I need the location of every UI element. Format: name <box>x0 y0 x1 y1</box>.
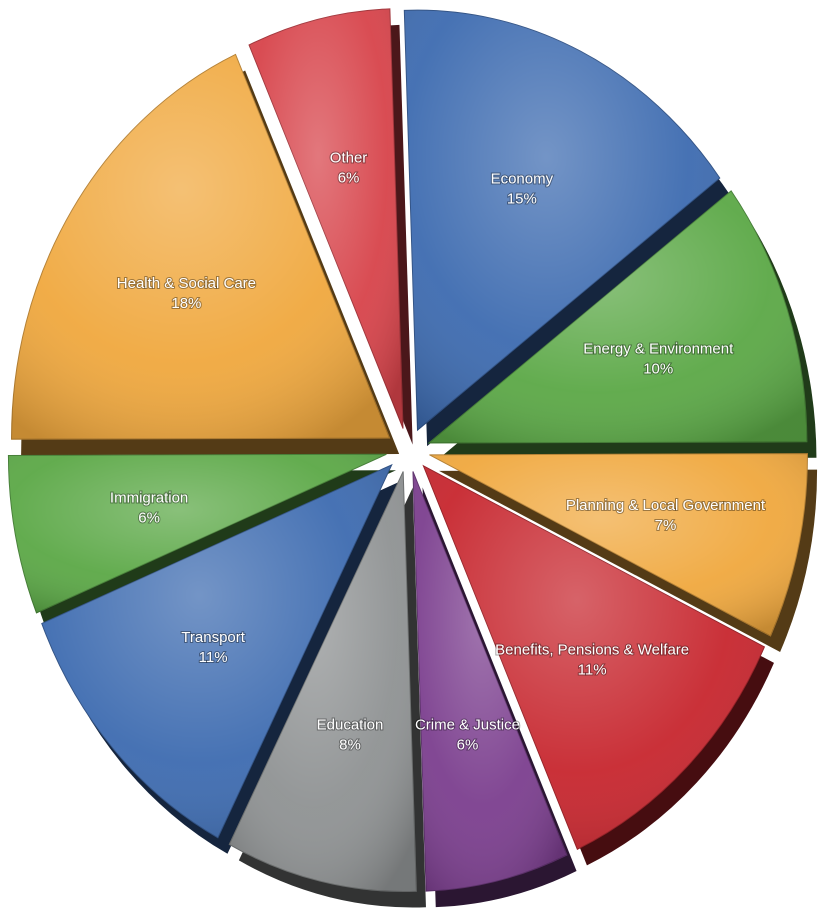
slice-label-transport: Transport <box>181 629 245 646</box>
slice-value-economy: 15% <box>507 191 537 208</box>
slice-value-benefits-pensions-and-welfare: 11% <box>578 661 607 678</box>
slice-label-energy-and-environment: Energy & Environment <box>583 341 734 358</box>
slice-value-other: 6% <box>338 170 360 187</box>
slice-highlight-health-and-social-care <box>11 54 390 440</box>
slice-label-health-and-social-care: Health & Social Care <box>117 275 256 292</box>
slice-label-economy: Economy <box>491 171 554 188</box>
slice-highlight-benefits-pensions-and-welfare <box>423 465 765 850</box>
slice-value-immigration: 6% <box>138 509 160 526</box>
slice-label-education: Education <box>317 717 384 734</box>
slice-highlight-crime-and-justice <box>412 471 567 892</box>
slice-highlight-education <box>229 471 417 892</box>
pie-slices <box>7 8 818 908</box>
pie-labels: Economy 15% Energy & Environment 10% Plannin… <box>109 149 767 755</box>
slice-value-transport: 11% <box>199 649 228 666</box>
slice-value-education: 8% <box>339 737 361 754</box>
slice-label-planning-and-local-government: Planning & Local Government <box>566 497 766 514</box>
slice-highlight-energy-and-environment <box>428 190 807 444</box>
slice-label-benefits-pensions-and-welfare: Benefits, Pensions & Welfare <box>495 641 689 658</box>
slice-value-crime-and-justice: 6% <box>457 736 479 753</box>
slice-label-crime-and-justice: Crime & Justice <box>415 716 520 733</box>
slice-value-energy-and-environment: 10% <box>643 361 673 378</box>
slice-value-health-and-social-care: 18% <box>171 295 201 312</box>
slice-highlight-immigration <box>8 454 387 613</box>
slice-label-other: Other <box>330 150 368 167</box>
slice-highlight-transport <box>41 464 392 838</box>
slice-highlight-economy <box>404 10 720 431</box>
slice-value-planning-and-local-government: 7% <box>655 517 677 534</box>
slice-label-immigration: Immigration <box>110 489 188 506</box>
slice-highlight-other <box>249 8 404 429</box>
slice-highlight-planning-and-local-government <box>429 453 808 636</box>
